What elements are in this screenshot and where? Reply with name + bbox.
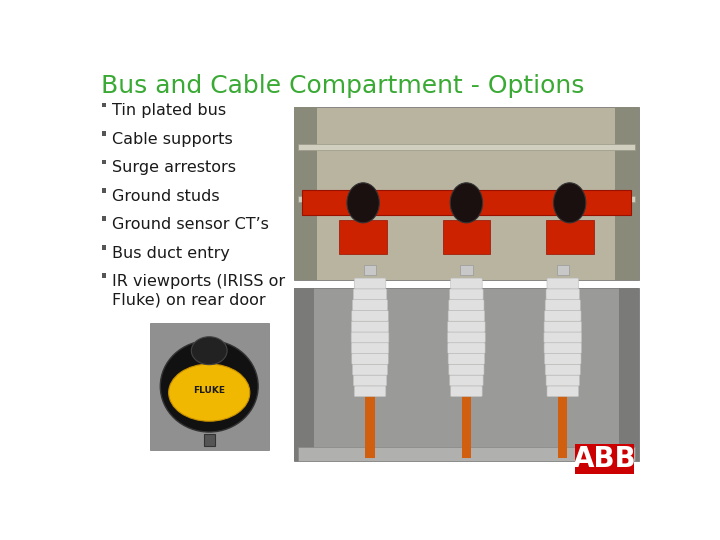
FancyBboxPatch shape: [450, 289, 483, 300]
FancyBboxPatch shape: [102, 217, 107, 221]
FancyBboxPatch shape: [351, 343, 389, 354]
FancyBboxPatch shape: [366, 384, 374, 457]
FancyBboxPatch shape: [102, 131, 107, 136]
FancyBboxPatch shape: [449, 364, 484, 375]
FancyBboxPatch shape: [448, 354, 485, 364]
FancyBboxPatch shape: [102, 159, 107, 164]
FancyBboxPatch shape: [298, 448, 634, 461]
FancyBboxPatch shape: [451, 278, 482, 289]
Text: Bus duct entry: Bus duct entry: [112, 246, 230, 261]
FancyBboxPatch shape: [619, 288, 639, 461]
FancyBboxPatch shape: [354, 278, 386, 289]
FancyBboxPatch shape: [547, 278, 579, 289]
FancyBboxPatch shape: [544, 310, 581, 321]
FancyBboxPatch shape: [544, 332, 582, 343]
FancyBboxPatch shape: [546, 375, 580, 386]
FancyBboxPatch shape: [544, 343, 582, 354]
FancyBboxPatch shape: [558, 384, 567, 457]
FancyBboxPatch shape: [294, 107, 639, 280]
FancyBboxPatch shape: [102, 103, 107, 107]
FancyBboxPatch shape: [150, 323, 269, 450]
Ellipse shape: [168, 364, 250, 421]
FancyBboxPatch shape: [339, 220, 387, 254]
Text: Cable supports: Cable supports: [112, 132, 233, 147]
FancyBboxPatch shape: [448, 332, 485, 343]
FancyBboxPatch shape: [443, 220, 490, 254]
FancyBboxPatch shape: [294, 288, 314, 461]
FancyBboxPatch shape: [557, 265, 569, 275]
Ellipse shape: [450, 183, 482, 223]
FancyBboxPatch shape: [450, 375, 483, 386]
FancyBboxPatch shape: [448, 310, 485, 321]
FancyBboxPatch shape: [352, 300, 387, 310]
Text: Ground sensor CT’s: Ground sensor CT’s: [112, 217, 269, 232]
Text: Surge arrestors: Surge arrestors: [112, 160, 236, 176]
FancyBboxPatch shape: [354, 375, 387, 386]
FancyBboxPatch shape: [294, 288, 639, 461]
FancyBboxPatch shape: [460, 265, 472, 275]
FancyBboxPatch shape: [352, 310, 388, 321]
FancyBboxPatch shape: [352, 354, 388, 364]
Text: ABB: ABB: [572, 445, 636, 473]
Text: Tin plated bus: Tin plated bus: [112, 103, 226, 118]
FancyBboxPatch shape: [547, 386, 579, 397]
FancyBboxPatch shape: [102, 188, 107, 193]
FancyBboxPatch shape: [302, 190, 631, 214]
FancyBboxPatch shape: [449, 300, 484, 310]
FancyBboxPatch shape: [364, 265, 376, 275]
Ellipse shape: [554, 183, 586, 223]
FancyBboxPatch shape: [462, 384, 471, 457]
FancyBboxPatch shape: [298, 196, 634, 202]
Ellipse shape: [161, 341, 258, 432]
FancyBboxPatch shape: [102, 273, 107, 278]
Ellipse shape: [192, 337, 227, 364]
FancyBboxPatch shape: [545, 364, 580, 375]
Text: FLUKE: FLUKE: [193, 386, 225, 395]
Text: IR viewports (IRISS or
Fluke) on rear door: IR viewports (IRISS or Fluke) on rear do…: [112, 274, 285, 307]
FancyBboxPatch shape: [354, 289, 387, 300]
FancyBboxPatch shape: [448, 321, 485, 332]
FancyBboxPatch shape: [352, 364, 387, 375]
FancyBboxPatch shape: [616, 107, 639, 280]
FancyBboxPatch shape: [451, 386, 482, 397]
Ellipse shape: [347, 183, 379, 223]
FancyBboxPatch shape: [298, 144, 634, 151]
Text: Bus and Cable Compartment - Options: Bus and Cable Compartment - Options: [101, 74, 585, 98]
FancyBboxPatch shape: [102, 245, 107, 249]
Text: Ground studs: Ground studs: [112, 189, 220, 204]
FancyBboxPatch shape: [546, 289, 580, 300]
FancyBboxPatch shape: [448, 343, 485, 354]
FancyBboxPatch shape: [354, 386, 386, 397]
FancyBboxPatch shape: [545, 300, 580, 310]
FancyBboxPatch shape: [351, 332, 389, 343]
FancyBboxPatch shape: [544, 321, 582, 332]
FancyBboxPatch shape: [546, 220, 593, 254]
FancyBboxPatch shape: [575, 444, 634, 475]
FancyBboxPatch shape: [294, 107, 318, 280]
FancyBboxPatch shape: [544, 354, 581, 364]
FancyBboxPatch shape: [351, 321, 389, 332]
FancyBboxPatch shape: [204, 434, 215, 446]
